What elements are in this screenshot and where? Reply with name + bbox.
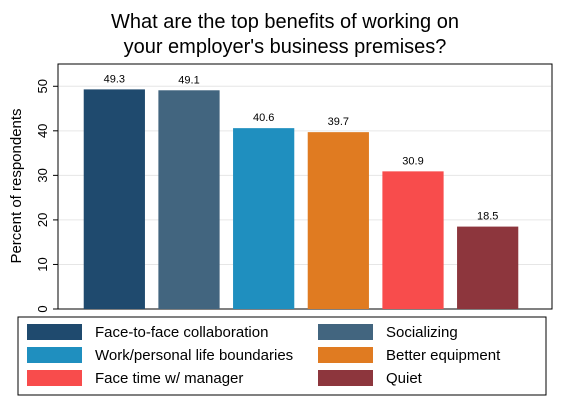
data-label: 49.1: [178, 74, 199, 86]
data-label: 40.6: [253, 112, 274, 124]
bars: [83, 89, 519, 310]
chart-title-line-2: your employer's business premises?: [124, 36, 447, 58]
legend-label: Quiet: [386, 370, 423, 387]
y-tick-label: 50: [35, 79, 50, 93]
data-label: 18.5: [477, 211, 498, 223]
bar: [307, 132, 369, 309]
legend-swatch: [27, 324, 82, 340]
y-axis-ticks: 0 10 20 30 40 50: [35, 79, 58, 313]
bar: [233, 128, 295, 309]
bar: [158, 90, 220, 309]
y-tick-label: 40: [35, 124, 50, 138]
y-tick-label: 10: [35, 257, 50, 271]
legend-swatch: [318, 370, 373, 386]
legend: Face-to-face collaboration Socializing Wor…: [27, 324, 501, 387]
data-label: 30.9: [402, 155, 423, 167]
y-tick-label: 30: [35, 168, 50, 182]
legend-swatch: [318, 347, 373, 363]
legend-label: Work/personal life boundaries: [95, 347, 293, 364]
y-axis-label: Percent of respondents: [8, 108, 25, 263]
legend-box: [17, 316, 547, 396]
legend-label: Face-to-face collaboration: [95, 324, 268, 341]
data-label: 39.7: [328, 116, 349, 128]
legend-label: Face time w/ manager: [95, 370, 243, 387]
legend-label: Better equipment: [386, 347, 501, 364]
chart-title-line-1: What are the top benefits of working on: [111, 11, 459, 33]
legend-swatch: [27, 370, 82, 386]
data-labels: 49.3 49.1 40.6 39.7 30.9 18.5: [104, 73, 499, 222]
bar: [83, 89, 145, 310]
y-tick-label: 20: [35, 213, 50, 227]
legend-swatch: [27, 347, 82, 363]
legend-label: Socializing: [386, 324, 458, 341]
data-label: 49.3: [104, 73, 125, 85]
bar: [382, 171, 444, 309]
legend-swatch: [318, 324, 373, 340]
bar: [457, 226, 519, 309]
chart-title: What are the top benefits of working on …: [111, 11, 459, 58]
y-tick-label: 0: [35, 305, 50, 312]
